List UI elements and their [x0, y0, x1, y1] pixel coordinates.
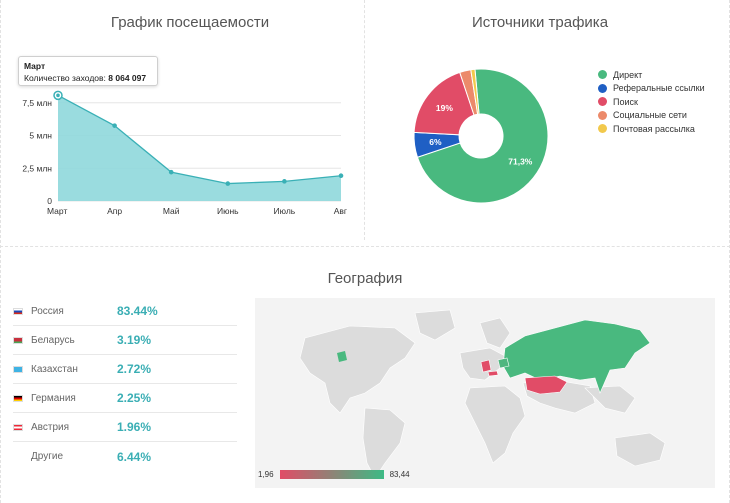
visits-point[interactable]	[112, 123, 117, 128]
visits-line	[57, 94, 342, 185]
belarus-flag-icon	[13, 336, 23, 344]
geo-country: Другие	[31, 451, 64, 462]
blank-flag-icon	[13, 453, 23, 460]
visits-point-center	[56, 93, 60, 98]
geo-percent: 83.44%	[117, 304, 158, 318]
scale-gradient-bar	[279, 470, 384, 479]
x-tick-label: Июль	[274, 206, 296, 216]
austria-flag-icon	[13, 423, 23, 431]
legend-dot-direct	[598, 70, 607, 80]
geo-country: Россия	[31, 305, 64, 317]
map-belarus	[497, 357, 510, 369]
y-tick-label: 2,5 млн	[22, 163, 52, 173]
map-scandinavia	[479, 317, 511, 349]
visits-area	[58, 95, 341, 201]
x-tick-label: Апр	[107, 206, 122, 216]
panel-divider-horizontal	[0, 246, 730, 247]
geo-row: Другие 6.44%	[13, 442, 237, 471]
geo-country: Германия	[31, 392, 76, 404]
map-africa	[464, 385, 526, 464]
geo-row: Германия 2.25%	[13, 384, 237, 413]
visits-title: График посещаемости	[110, 14, 270, 31]
visits-point[interactable]	[282, 179, 287, 184]
geo-percent: 1.96%	[117, 420, 152, 434]
kazakhstan-flag-icon	[13, 365, 23, 373]
legend-item-social[interactable]: Социальные сети	[598, 109, 705, 123]
tooltip-label: Количество заходов:	[24, 73, 106, 83]
donut-data-label: 6%	[429, 137, 442, 147]
left-edge	[0, 0, 1, 503]
x-tick-label: Март	[47, 206, 67, 216]
geo-row: Казахстан 2.72%	[13, 355, 237, 384]
traffic-title: Источники трафика	[471, 14, 609, 31]
germany-flag-icon	[13, 394, 23, 402]
map-south-america	[362, 407, 406, 479]
legend-label-direct: Директ	[613, 69, 643, 80]
donut-data-label: 19%	[436, 103, 453, 113]
donut-data-label: 71,3%	[508, 157, 533, 167]
scale-max-label: 83,44	[389, 470, 410, 479]
legend-item-email[interactable]: Почтовая рассылка	[598, 122, 705, 136]
donut-slice[interactable]	[413, 71, 475, 136]
map-small-green-region	[337, 351, 347, 362]
map-austria	[487, 370, 499, 377]
scale-min-label: 1,96	[258, 470, 274, 479]
x-tick-label: Авг	[334, 206, 347, 216]
geo-country: Казахстан	[31, 363, 78, 375]
x-tick-label: Май	[163, 206, 180, 216]
legend-dot-referral	[598, 83, 607, 93]
legend-dot-email	[598, 124, 607, 134]
traffic-legend: Директ Реферальные ссылки Поиск Социальн…	[598, 68, 705, 136]
legend-dot-social	[598, 110, 607, 120]
geo-percent: 3.19%	[117, 333, 152, 347]
map-kazakhstan	[524, 375, 568, 395]
geo-country: Беларусь	[31, 334, 75, 346]
legend-label-search: Поиск	[613, 96, 638, 107]
legend-label-referral: Реферальные ссылки	[613, 83, 705, 94]
geo-country: Австрия	[31, 421, 70, 433]
x-tick-label: Июнь	[217, 206, 239, 216]
y-tick-label: 0	[47, 196, 52, 206]
map-greenland	[414, 309, 456, 341]
geo-row: Беларусь 3.19%	[13, 326, 237, 355]
legend-item-search[interactable]: Поиск	[598, 95, 705, 109]
panel-divider-vertical	[364, 0, 365, 240]
legend-item-direct[interactable]: Директ	[598, 68, 705, 82]
legend-dot-search	[598, 97, 607, 107]
map-north-america	[299, 325, 416, 414]
y-tick-label: 7,5 млн	[22, 98, 52, 108]
map-color-scale: 1,96 83,44	[258, 470, 410, 479]
map-germany	[480, 359, 492, 373]
traffic-donut-chart: 71,3% 6% 19%	[413, 68, 549, 204]
donut-slice[interactable]	[416, 68, 549, 204]
geo-row: Австрия 1.96%	[13, 413, 237, 442]
tooltip-month: Март	[24, 61, 46, 71]
geo-percent: 2.25%	[117, 391, 152, 405]
map-australia	[614, 432, 666, 467]
geo-title: География	[327, 270, 403, 287]
y-tick-label: 5 млн	[29, 131, 52, 141]
tooltip-value: 8 064 097	[108, 73, 147, 83]
legend-label-email: Почтовая рассылка	[613, 123, 695, 134]
legend-label-social: Социальные сети	[613, 110, 687, 121]
visits-point[interactable]	[338, 173, 344, 179]
geo-row: Россия 83.44%	[13, 297, 237, 326]
geo-percent: 2.72%	[117, 362, 152, 376]
donut-slice[interactable]	[470, 68, 480, 115]
map-east-asia	[584, 385, 636, 414]
visits-point[interactable]	[225, 181, 231, 186]
geo-table: Россия 83.44% Беларусь 3.19% Казахстан 2…	[13, 297, 237, 471]
visits-tooltip: Март Количество заходов: 8 064 097	[18, 56, 158, 86]
world-map[interactable]	[255, 298, 715, 488]
map-russia	[502, 319, 651, 394]
legend-item-referral[interactable]: Реферальные ссылки	[598, 82, 705, 96]
geo-percent: 6.44%	[117, 449, 152, 464]
world-map-svg	[299, 309, 666, 479]
russia-flag-icon	[13, 307, 23, 315]
visits-point[interactable]	[168, 169, 174, 175]
